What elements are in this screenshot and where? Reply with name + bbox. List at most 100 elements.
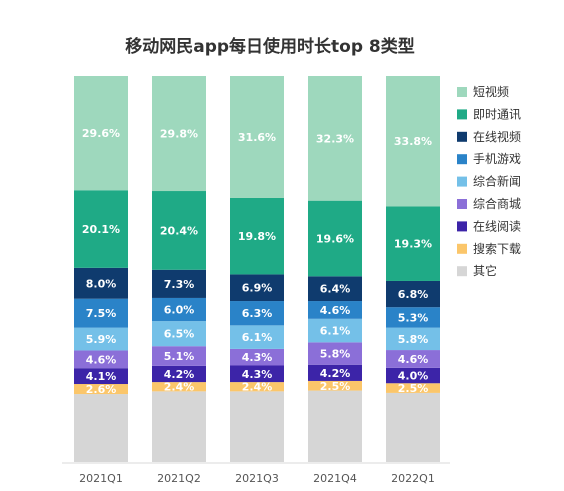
bar-segment-3-2021Q4 <box>308 342 362 365</box>
data-label-8-2022Q1: 33.8% <box>394 135 432 148</box>
legend-label: 短视频 <box>473 84 509 99</box>
data-label-3-2021Q1: 4.6% <box>86 353 117 366</box>
legend-swatch <box>457 221 467 232</box>
legend-label: 综合商城 <box>473 196 521 211</box>
data-label-8-2021Q2: 29.8% <box>160 128 198 141</box>
bar-segment-0-2021Q2 <box>152 391 206 462</box>
legend-label: 其它 <box>473 263 497 278</box>
bar-segment-8-2021Q2 <box>152 76 206 192</box>
legend-item-7: 搜索下载 <box>457 241 521 256</box>
bar-segment-8-2021Q1 <box>74 76 128 191</box>
bar-segment-7-2022Q1 <box>386 206 440 281</box>
data-label-1-2021Q2: 2.4% <box>164 381 195 394</box>
legend-label: 搜索下载 <box>473 241 521 256</box>
data-label-5-2021Q4: 4.6% <box>320 304 351 317</box>
bar-segment-2-2021Q1 <box>74 368 128 385</box>
bar-segment-0-2021Q4 <box>308 390 362 462</box>
bar-segment-2-2021Q2 <box>152 365 206 383</box>
data-label-4-2021Q3: 6.1% <box>242 331 273 344</box>
legend-swatch <box>457 243 467 254</box>
data-label-6-2021Q4: 6.4% <box>320 283 351 296</box>
bar-segment-8-2021Q3 <box>230 76 284 198</box>
data-label-1-2021Q3: 2.4% <box>242 381 273 394</box>
legend-item-0: 短视频 <box>457 84 509 99</box>
bar-segment-4-2021Q2 <box>152 321 206 347</box>
data-label-8-2021Q3: 31.6% <box>238 131 276 144</box>
bar-segment-5-2021Q1 <box>74 298 128 328</box>
legend-swatch <box>457 176 467 187</box>
legend-swatch <box>457 131 467 142</box>
legend-swatch <box>457 266 467 277</box>
x-tick-label-2021Q2: 2021Q2 <box>157 472 201 485</box>
legend-label: 手机游戏 <box>473 152 521 166</box>
data-label-3-2021Q4: 5.8% <box>320 348 351 361</box>
bar-segment-5-2022Q1 <box>386 307 440 328</box>
data-label-4-2021Q1: 5.9% <box>86 333 117 346</box>
bar-segment-5-2021Q3 <box>230 301 284 326</box>
x-axis: 2021Q1 2021Q2 2021Q3 2021Q4 2022Q1 <box>62 462 450 485</box>
bar-segment-1-2022Q1 <box>386 383 440 393</box>
data-label-7-2021Q2: 20.4% <box>160 224 198 237</box>
bar-segment-4-2021Q3 <box>230 325 284 349</box>
bar-segment-7-2021Q3 <box>230 197 284 275</box>
bar-segment-4-2021Q1 <box>74 327 128 351</box>
data-label-4-2021Q2: 6.5% <box>164 328 195 341</box>
legend-swatch <box>457 154 467 165</box>
data-label-1-2021Q1: 2.6% <box>86 383 117 396</box>
legend-item-1: 即时通讯 <box>457 107 521 121</box>
bar-segment-1-2021Q4 <box>308 380 362 391</box>
data-label-7-2021Q3: 19.8% <box>238 230 276 243</box>
bar-segment-5-2021Q2 <box>152 297 206 322</box>
legend-item-2: 在线视频 <box>457 129 521 144</box>
bar-stack-2021Q2: 2.4%4.2% 5.1% 6.5% 6.0% 7.3% 20.4% 29.8% <box>152 76 206 462</box>
data-label-8-2021Q1: 29.6% <box>82 127 120 140</box>
legend-label: 在线阅读 <box>473 219 521 233</box>
data-label-6-2021Q1: 8.0% <box>86 277 117 290</box>
bar-segment-7-2021Q1 <box>74 190 128 268</box>
data-label-2-2022Q1: 4.0% <box>398 370 429 383</box>
data-label-3-2021Q3: 4.3% <box>242 351 273 364</box>
bar-segment-0-2021Q3 <box>230 391 284 462</box>
legend-item-4: 综合新闻 <box>457 174 521 189</box>
bar-segment-7-2021Q4 <box>308 200 362 277</box>
data-label-4-2021Q4: 6.1% <box>320 325 351 338</box>
bar-segment-0-2021Q1 <box>74 394 128 462</box>
bar-segment-1-2021Q2 <box>152 382 206 392</box>
bar-stack-2022Q1: 2.5%4.0% 4.6% 5.8% 5.3% 6.8% 19.3% 33.8% <box>386 76 440 462</box>
bar-stack-2021Q3: 2.4%4.3%4.3%6.1%6.3%6.9%19.8%31.6% <box>230 76 284 462</box>
data-label-2-2021Q3: 4.3% <box>242 368 273 381</box>
bar-segment-6-2022Q1 <box>386 280 440 308</box>
legend-item-8: 其它 <box>457 263 497 278</box>
bar-segment-3-2022Q1 <box>386 350 440 368</box>
bar-segment-6-2021Q2 <box>152 269 206 298</box>
bar-segment-3-2021Q1 <box>74 350 128 369</box>
bar-stack-2021Q4: 2.5%4.2% 5.8% 6.1% 4.6% 6.4% 19.6% 32.3% <box>308 76 362 462</box>
data-label-6-2021Q2: 7.3% <box>164 278 195 291</box>
legend-label: 即时通讯 <box>473 107 521 121</box>
bar-segment-3-2021Q2 <box>152 346 206 366</box>
legend-label: 综合新闻 <box>473 174 521 189</box>
bar-segment-1-2021Q1 <box>74 384 128 395</box>
data-label-5-2022Q1: 5.3% <box>398 311 429 324</box>
bar-segment-5-2021Q4 <box>308 301 362 319</box>
data-label-3-2022Q1: 4.6% <box>398 353 429 366</box>
data-label-8-2021Q4: 32.3% <box>316 132 354 145</box>
legend-label: 在线视频 <box>473 129 521 144</box>
data-label-7-2022Q1: 19.3% <box>394 238 432 251</box>
bars-layer: 2.6%4.1%4.6%5.9%7.5%8.0%20.1%29.6%2.4%4.… <box>74 76 440 462</box>
data-label-3-2021Q2: 5.1% <box>164 350 195 363</box>
bar-segment-2-2021Q4 <box>308 364 362 381</box>
x-tick-label-2021Q3: 2021Q3 <box>235 472 279 485</box>
bar-segment-4-2021Q4 <box>308 318 362 343</box>
data-label-5-2021Q3: 6.3% <box>242 307 273 320</box>
x-tick-label-2021Q4: 2021Q4 <box>313 472 357 485</box>
legend-swatch <box>457 199 467 209</box>
data-label-2-2021Q1: 4.1% <box>86 370 117 383</box>
data-label-2-2021Q2: 4.2% <box>164 368 195 381</box>
bar-segment-6-2021Q1 <box>74 267 128 299</box>
data-label-5-2021Q2: 6.0% <box>164 304 195 317</box>
bar-segment-4-2022Q1 <box>386 327 440 351</box>
data-label-1-2022Q1: 2.5% <box>398 382 429 395</box>
data-label-2-2021Q4: 4.2% <box>320 367 351 380</box>
